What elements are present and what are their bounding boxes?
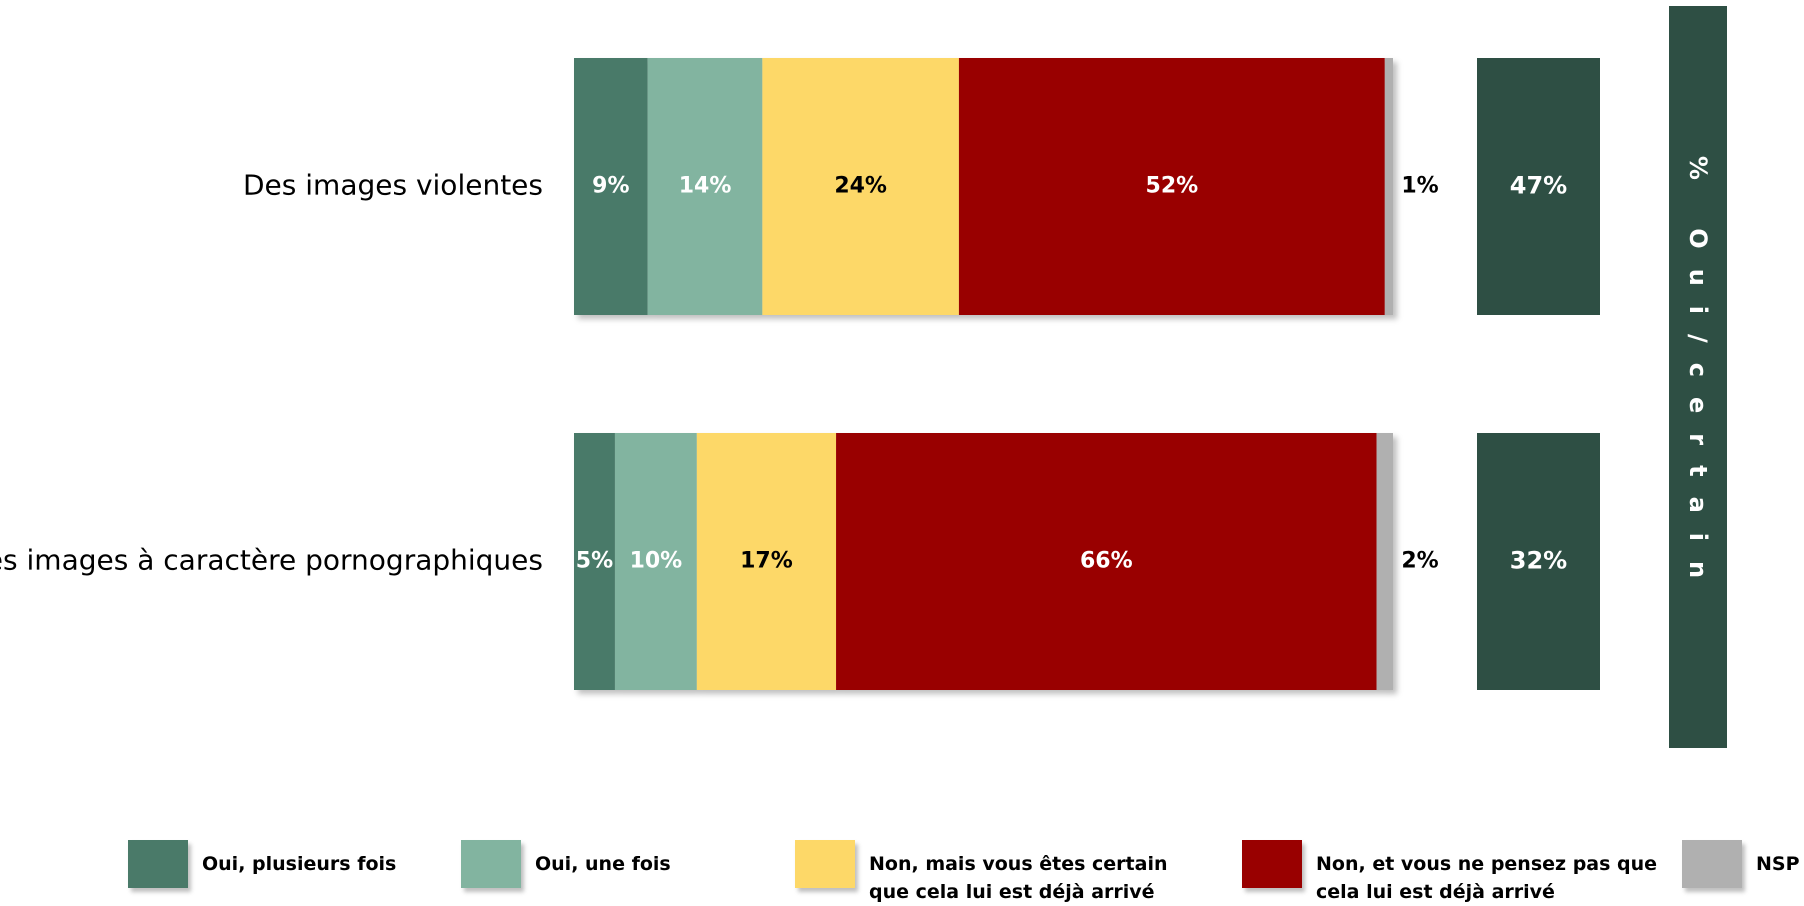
value-label: 5% (576, 549, 613, 574)
legend-label: Non, et vous ne pensez pas que cela lui e… (1316, 853, 1658, 903)
value-label: 14% (679, 174, 732, 199)
labels-layer: Des images violentes 9% 14% 24% 52% 1% 47% Des … (0, 169, 1567, 577)
legend-swatch (1242, 840, 1302, 888)
legend-swatch (1682, 840, 1742, 888)
value-label: 1% (1401, 174, 1438, 199)
value-label: 24% (834, 174, 887, 199)
bar-segment (696, 433, 837, 690)
value-label: 17% (740, 549, 793, 574)
bar-segment (1376, 433, 1393, 690)
bar-segment (614, 433, 697, 690)
legend-label: Oui, plusieurs fois (202, 853, 397, 875)
legend-swatch (795, 840, 855, 888)
bar-group (574, 433, 1393, 690)
value-label: 9% (592, 174, 629, 199)
bar-segment (762, 58, 959, 315)
legend-swatch (461, 840, 521, 888)
legend-label: Non, mais vous êtes certain que cela lui … (869, 853, 1168, 903)
bar-segment (836, 433, 1377, 690)
legend-label: Oui, une fois (535, 853, 671, 875)
summary-title: % Oui/certain (1684, 155, 1712, 599)
legend-label: NSP (1756, 853, 1800, 875)
bar-segment (647, 58, 763, 315)
bars-layer (574, 58, 1600, 690)
summary-box (1477, 58, 1600, 315)
bar-segment (1384, 58, 1393, 315)
summary-value: 47% (1510, 172, 1567, 200)
summary-box (1477, 433, 1600, 690)
value-label: 2% (1401, 549, 1438, 574)
bar-segment (574, 433, 615, 690)
summary-value: 32% (1510, 547, 1567, 575)
bar-segment (958, 58, 1385, 315)
summary-title-panel: % Oui/certain (1669, 6, 1727, 748)
value-label: 66% (1080, 549, 1133, 574)
category-label: Des images à caractère pornographiques (0, 544, 543, 577)
bar-group (574, 58, 1393, 315)
value-label: 52% (1146, 174, 1199, 199)
bar-segment (574, 58, 648, 315)
category-label: Des images violentes (243, 169, 543, 202)
legend-swatch (128, 840, 188, 888)
value-label: 10% (630, 549, 683, 574)
